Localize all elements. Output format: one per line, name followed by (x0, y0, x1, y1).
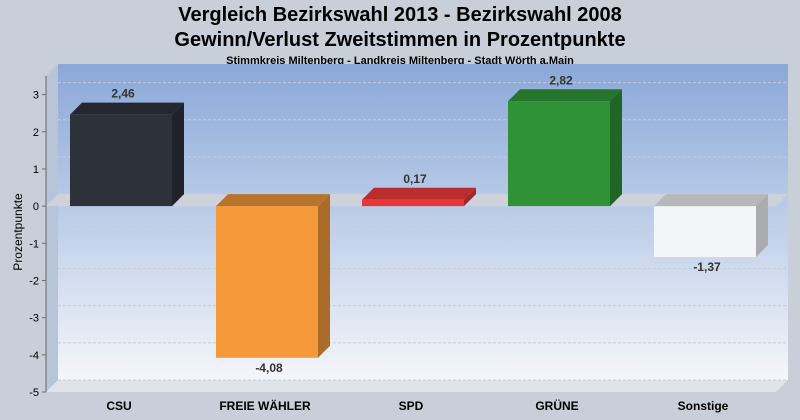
bars (70, 89, 768, 358)
bar-top (362, 187, 476, 200)
bar-side (318, 194, 330, 358)
bar-side (464, 187, 476, 207)
x-tick-label: CSU (106, 399, 131, 413)
x-tick-label: Sonstige (678, 399, 729, 413)
chart-title: Vergleich Bezirkswahl 2013 - Bezirkswahl… (178, 4, 622, 26)
bar-front (216, 206, 318, 358)
bar-front (70, 114, 172, 207)
y-tick-label: 0 (33, 201, 39, 213)
value-label: 0,17 (403, 172, 427, 186)
x-tick-label: FREIE WÄHLER (219, 398, 311, 413)
bar-side (756, 194, 768, 258)
plot-left-wall (46, 64, 58, 392)
value-label: 2,46 (111, 87, 135, 101)
bar-top (508, 89, 622, 102)
y-tick-label: -5 (29, 387, 39, 399)
bar-freie-wähler (216, 194, 330, 358)
x-tick-label: SPD (399, 399, 424, 413)
bar-front (654, 206, 756, 258)
chart-title-line2: Gewinn/Verlust Zweitstimmen in Prozentpu… (174, 29, 626, 51)
value-label: -1,37 (693, 260, 721, 274)
bar-front (508, 101, 610, 207)
value-label: 2,82 (549, 73, 573, 87)
bar-spd (362, 187, 476, 207)
plot-floor (46, 380, 788, 392)
bar-grüne (508, 89, 622, 207)
bar-side (610, 89, 622, 207)
value-labels: 2,46 -4,08 0,17 2,82 -1,37 (111, 73, 721, 375)
y-tick-label: 1 (33, 164, 39, 176)
bar-top (216, 194, 330, 207)
x-axis-labels: CSU FREIE WÄHLER SPD GRÜNE Sonstige (106, 398, 728, 413)
bar-side (172, 102, 184, 207)
y-tick-label: 3 (33, 90, 39, 102)
y-tick-label: -4 (29, 350, 39, 362)
bar-sonstige (654, 194, 768, 258)
y-axis-label: Prozentpunkte (11, 193, 25, 271)
bar-top (654, 194, 768, 207)
x-tick-label: GRÜNE (535, 398, 578, 413)
y-tick-label: 2 (33, 127, 39, 139)
y-tick-label: -3 (29, 313, 39, 325)
value-label: -4,08 (255, 361, 283, 375)
y-axis: 3 2 1 0 -1 -2 -3 -4 -5 (29, 76, 47, 399)
y-tick-label: -2 (29, 275, 39, 287)
bar-top (70, 102, 184, 115)
bar-csu (70, 102, 184, 207)
bar-front (362, 199, 464, 207)
y-tick-label: -1 (29, 238, 39, 250)
